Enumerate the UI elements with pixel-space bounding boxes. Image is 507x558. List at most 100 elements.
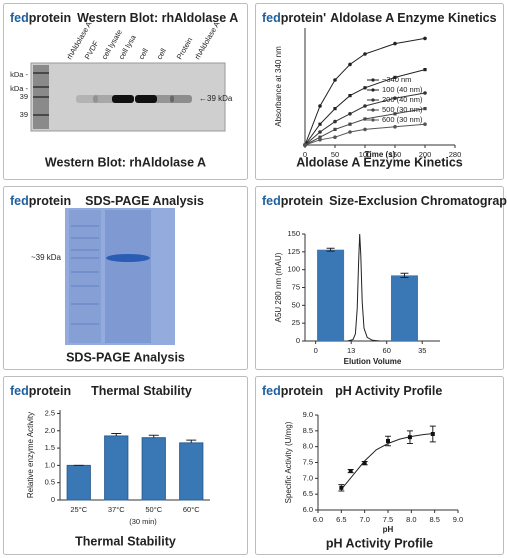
panel: fedprotein pH Activity Profile 6.0 6.5 7.0 7.… <box>255 376 504 555</box>
series-marker <box>423 107 427 111</box>
panel-header: fedprotein pH Activity Profile <box>262 384 442 398</box>
protein-band <box>112 95 134 103</box>
x-tick-label: 7.5 <box>383 515 393 524</box>
y-tick-label: 7.0 <box>303 473 313 482</box>
y-axis-label: Absorbance at 340 nm <box>274 46 283 127</box>
brand-name: protein <box>29 11 71 25</box>
y-tick-label: 2.0 <box>45 426 55 435</box>
series-marker <box>363 104 367 108</box>
protein-band <box>135 95 157 103</box>
legend-label: 600 (30 nm) <box>382 115 423 124</box>
y-tick-label: 75 <box>292 282 300 291</box>
legend-label: 200 (40 nm) <box>382 95 423 104</box>
panel-caption: Western Blot: rhAldolase A <box>45 155 206 169</box>
series-marker <box>423 68 427 72</box>
x-tick-label: 50 <box>331 150 339 159</box>
y-tick-label: 0 <box>296 336 300 345</box>
series-marker <box>318 122 322 126</box>
panel: fedprotein Thermal Stability 0 0.5 1.0 1.5 2.0… <box>3 376 248 555</box>
legend-marker <box>371 98 375 102</box>
series-marker <box>348 112 352 116</box>
y-tick-label: 0.5 <box>45 478 55 487</box>
series-marker <box>363 52 367 56</box>
panel-header: fedprotein Western Blot: rhAldolase A <box>10 11 238 25</box>
panel-caption: pH Activity Profile <box>326 536 433 550</box>
panel-caption: Aldolase A Enzyme Kinetics <box>296 155 463 169</box>
x-tick-label: 25°C <box>70 505 87 514</box>
series-marker <box>333 107 337 111</box>
brand-name: protein <box>281 384 323 398</box>
panel-caption: SDS-PAGE Analysis <box>66 350 185 364</box>
y-tick-label: 9.0 <box>303 410 313 419</box>
panel-header: fedprotein Size-Exclusion Chromatography <box>262 194 507 208</box>
panel-frame <box>255 186 504 370</box>
x-tick-label: 6.5 <box>336 515 346 524</box>
band-label: ~39 kDa <box>31 253 62 262</box>
data-point <box>339 485 344 490</box>
legend-marker <box>371 78 375 82</box>
series-marker <box>318 138 322 142</box>
panel-title: Aldolase A Enzyme Kinetics <box>330 11 497 25</box>
brand-name: protein <box>29 384 71 398</box>
protein-band <box>152 95 174 103</box>
protein-band <box>76 95 98 103</box>
marker-label: 39 <box>20 92 28 101</box>
series-marker <box>348 62 352 67</box>
series-marker <box>363 127 367 132</box>
x-tick-label: 200 <box>419 150 432 159</box>
series-marker <box>318 104 322 108</box>
y-axis-label: Relative enzyme Activity <box>26 412 35 498</box>
panel: fedprotein Western Blot: rhAldolase ArhAl… <box>3 3 248 180</box>
x-tick-label: 150 <box>389 150 402 159</box>
bar <box>66 464 91 501</box>
brand-prefix: fed <box>10 384 29 398</box>
series-marker <box>423 36 427 41</box>
gel-lane <box>105 210 151 343</box>
series-marker <box>393 41 397 46</box>
y-tick-label: 50 <box>292 300 300 309</box>
x-tick-label: 280 <box>449 150 462 159</box>
series-marker <box>333 119 337 124</box>
panel-title: Size-Exclusion Chromatography <box>329 194 507 208</box>
bar <box>104 435 129 501</box>
data-point <box>348 469 353 474</box>
bar <box>179 442 204 501</box>
x-tick-label: 8.5 <box>429 515 439 524</box>
brand-name: protein <box>281 194 323 208</box>
y-tick-label: 6.0 <box>303 505 313 514</box>
legend-marker <box>371 88 375 92</box>
brand-prefix: fed <box>10 11 29 25</box>
panel-header: fedprotein SDS-PAGE Analysis <box>10 194 204 208</box>
panel-caption: Thermal Stability <box>75 534 176 548</box>
marker-label: 39 <box>20 110 28 119</box>
brand-prefix: fed <box>10 194 29 208</box>
bar <box>317 249 345 341</box>
series-marker <box>393 125 397 129</box>
y-tick-label: 8.5 <box>303 426 313 435</box>
y-axis-label: A5U 280 nm (mAU) <box>274 252 283 322</box>
legend-label: 500 (30 nm) <box>382 105 423 114</box>
panel: fedprotein SDS-PAGE Analysis ~39 kDa SDS-PA… <box>3 186 248 370</box>
x-axis-label: pH <box>383 525 394 534</box>
series-marker <box>333 78 337 82</box>
series-marker <box>423 122 427 126</box>
series-marker <box>423 91 427 95</box>
error-bar <box>148 434 159 438</box>
y-tick-label: 25 <box>292 318 300 327</box>
y-tick-label: 0 <box>51 495 55 504</box>
y-tick-label: 8.0 <box>303 442 313 451</box>
data-point <box>430 432 435 436</box>
series-marker <box>318 135 322 139</box>
data-point <box>386 438 390 443</box>
brand-name: protein <box>29 194 71 208</box>
brand-prefix: fed <box>262 194 281 208</box>
y-tick-label: 125 <box>287 247 300 256</box>
x-tick-label: 8.0 <box>406 515 416 524</box>
x-tick-label: 60 <box>383 346 391 355</box>
x-tick-label: 100 <box>359 150 372 159</box>
series-marker <box>348 130 352 134</box>
legend-marker <box>371 108 375 112</box>
x-tick-label: 0 <box>303 150 307 159</box>
y-tick-label: 6.5 <box>303 489 313 498</box>
